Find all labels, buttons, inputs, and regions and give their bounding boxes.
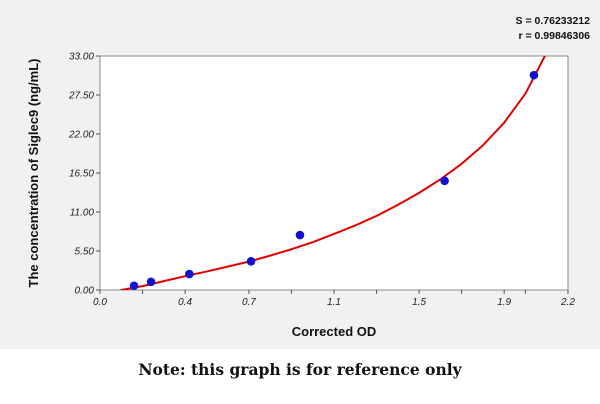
data-point <box>146 277 156 287</box>
y-tick-label: 5.50 <box>75 247 95 258</box>
x-tick-label: 2.2 <box>560 297 575 308</box>
data-point <box>185 269 194 279</box>
y-tick-label: 0.00 <box>75 286 95 297</box>
s-statistic: S = 0.76233212 <box>516 15 591 27</box>
x-tick-label: 0.0 <box>93 297 107 308</box>
x-axis-title: Corrected OD <box>292 324 377 339</box>
x-tick-label: 0.4 <box>178 297 192 308</box>
y-axis-title: The concentration of Siglec9 (ng/mL) <box>26 59 41 288</box>
data-point <box>246 256 256 266</box>
y-tick-label: 16.50 <box>69 169 94 180</box>
data-point <box>440 176 449 186</box>
standard-curve-chart: 0.00 5.50 11.00 16.50 22.00 27.50 33.00 0.0 0.4 0… <box>26 15 591 339</box>
y-tick-label: 33.00 <box>69 52 94 63</box>
y-tick-label: 22.00 <box>68 130 94 141</box>
y-tick-label: 11.00 <box>70 208 95 219</box>
x-tick-label: 1.5 <box>412 297 426 308</box>
y-tick-label: 27.50 <box>68 91 94 102</box>
fitted-curve <box>120 56 547 290</box>
x-tick-label: 0.7 <box>242 297 256 308</box>
r-statistic: r = 0.99846306 <box>518 30 590 42</box>
data-point <box>295 230 305 240</box>
plot-area <box>99 55 569 291</box>
x-tick-label: 1.9 <box>497 297 511 308</box>
data-point <box>529 70 539 80</box>
data-point <box>129 281 139 291</box>
reference-note: Note: this graph is for reference only <box>138 360 462 379</box>
x-tick-label: 1.1 <box>327 297 341 308</box>
chart-panel: 0.00 5.50 11.00 16.50 22.00 27.50 33.00 0.0 0.4 0… <box>0 0 600 349</box>
